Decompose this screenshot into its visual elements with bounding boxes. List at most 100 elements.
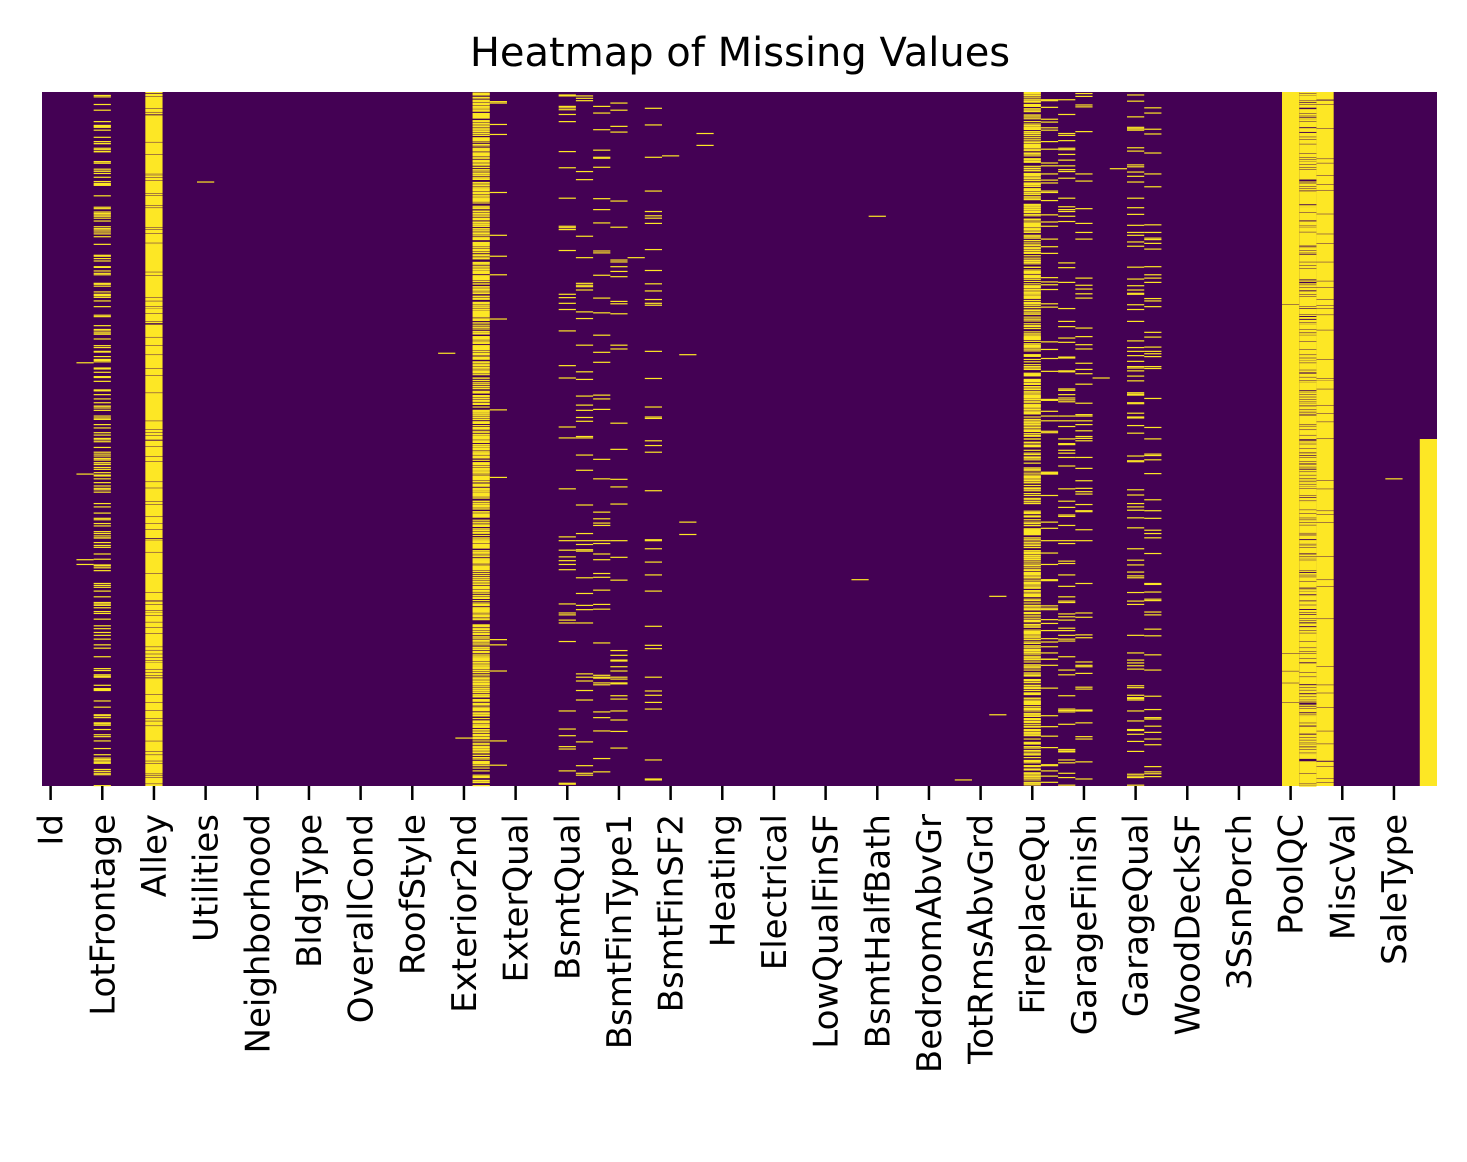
missing-cell: [1023, 453, 1041, 456]
missing-cell: [593, 522, 611, 524]
missing-cell: [1144, 231, 1162, 234]
missing-cell: [1144, 598, 1162, 600]
missing-cell: [1058, 500, 1076, 502]
missing-cell: [1299, 104, 1317, 108]
missing-cell: [1075, 277, 1093, 279]
missing-cell: [472, 362, 490, 364]
missing-cell: [93, 596, 111, 598]
missing-cell: [472, 603, 490, 607]
missing-cell: [644, 548, 662, 550]
missing-cell: [593, 682, 611, 684]
missing-cell: [93, 656, 111, 658]
missing-cell: [93, 233, 111, 235]
missing-cell: [1385, 478, 1403, 480]
missing-cell: [1299, 601, 1317, 604]
missing-cell: [93, 434, 111, 436]
missing-cell: [472, 695, 490, 698]
missing-cell: [1144, 353, 1162, 355]
missing-cell: [1023, 116, 1041, 118]
missing-cell: [472, 112, 490, 115]
missing-cell: [610, 579, 628, 581]
missing-cell: [1023, 361, 1041, 363]
missing-cell: [145, 504, 163, 517]
heatmap-column-exterior1st: [438, 352, 456, 354]
missing-cell: [1127, 100, 1145, 102]
missing-cell: [472, 340, 490, 342]
missing-cell: [575, 95, 594, 97]
missing-cell: [1040, 735, 1059, 737]
missing-cell: [1023, 333, 1041, 335]
missing-cell: [575, 532, 594, 535]
missing-cell: [558, 107, 576, 109]
missing-cell: [593, 166, 611, 168]
missing-cell: [472, 570, 490, 573]
missing-cell: [1058, 371, 1076, 373]
missing-cell: [93, 358, 111, 361]
missing-cell: [1040, 664, 1059, 666]
missing-cell: [472, 275, 490, 281]
missing-cell: [93, 333, 111, 335]
missing-cell: [93, 94, 111, 97]
missing-cell: [1299, 575, 1317, 577]
missing-cell: [472, 551, 490, 554]
missing-cell: [472, 229, 490, 231]
missing-cell: [1299, 726, 1317, 734]
missing-cell: [575, 416, 594, 419]
missing-cell: [472, 120, 490, 122]
missing-cell: [472, 714, 490, 717]
missing-cell: [1023, 312, 1041, 314]
missing-cell: [472, 96, 490, 99]
missing-cell: [1040, 746, 1059, 749]
missing-cell: [1023, 756, 1041, 759]
missing-cell: [1023, 402, 1041, 404]
missing-cell: [1023, 211, 1041, 214]
missing-cell: [1040, 715, 1059, 717]
missing-cell: [1023, 697, 1041, 699]
missing-cell: [1075, 709, 1093, 711]
missing-cell: [1023, 338, 1041, 341]
missing-cell: [1127, 231, 1145, 234]
missing-cell: [472, 632, 490, 635]
missing-cell: [575, 504, 594, 506]
missing-cell: [558, 540, 576, 542]
missing-cell: [472, 636, 490, 638]
missing-cell: [93, 762, 111, 764]
missing-cell: [593, 518, 611, 520]
missing-cell: [1316, 262, 1334, 281]
missing-cell: [1023, 429, 1041, 431]
missing-cell: [575, 774, 594, 776]
missing-cell: [1023, 131, 1041, 133]
missing-cell: [1299, 452, 1317, 454]
missing-cell: [1299, 164, 1317, 168]
missing-cell: [1058, 629, 1076, 632]
missing-cell: [1075, 238, 1093, 240]
missing-cell: [93, 180, 111, 183]
missing-cell: [1040, 638, 1059, 640]
missing-cell: [93, 172, 111, 175]
missing-cell: [472, 713, 490, 715]
missing-cell: [1075, 288, 1093, 290]
missing-cell: [1144, 355, 1162, 358]
missing-cell: [472, 173, 490, 175]
missing-cell: [1299, 193, 1317, 205]
missing-cell: [93, 546, 111, 548]
missing-cell: [1075, 131, 1093, 133]
missing-cell: [1299, 355, 1317, 358]
missing-cell: [472, 247, 490, 249]
missing-cell: [1299, 595, 1317, 597]
missing-cell: [1040, 580, 1059, 582]
missing-cell: [1040, 398, 1059, 401]
heatmap-background: [42, 92, 1437, 786]
missing-cell: [1316, 511, 1334, 515]
missing-cell: [472, 731, 490, 733]
missing-cell: [1144, 173, 1162, 175]
missing-cell: [1023, 529, 1041, 536]
missing-cell: [1144, 582, 1162, 585]
missing-cell: [472, 421, 490, 425]
missing-cell: [93, 211, 111, 213]
missing-cell: [1023, 604, 1041, 606]
missing-cell: [472, 751, 490, 753]
missing-cell: [1058, 772, 1076, 774]
missing-cell: [1299, 559, 1317, 561]
missing-cell: [644, 124, 662, 126]
